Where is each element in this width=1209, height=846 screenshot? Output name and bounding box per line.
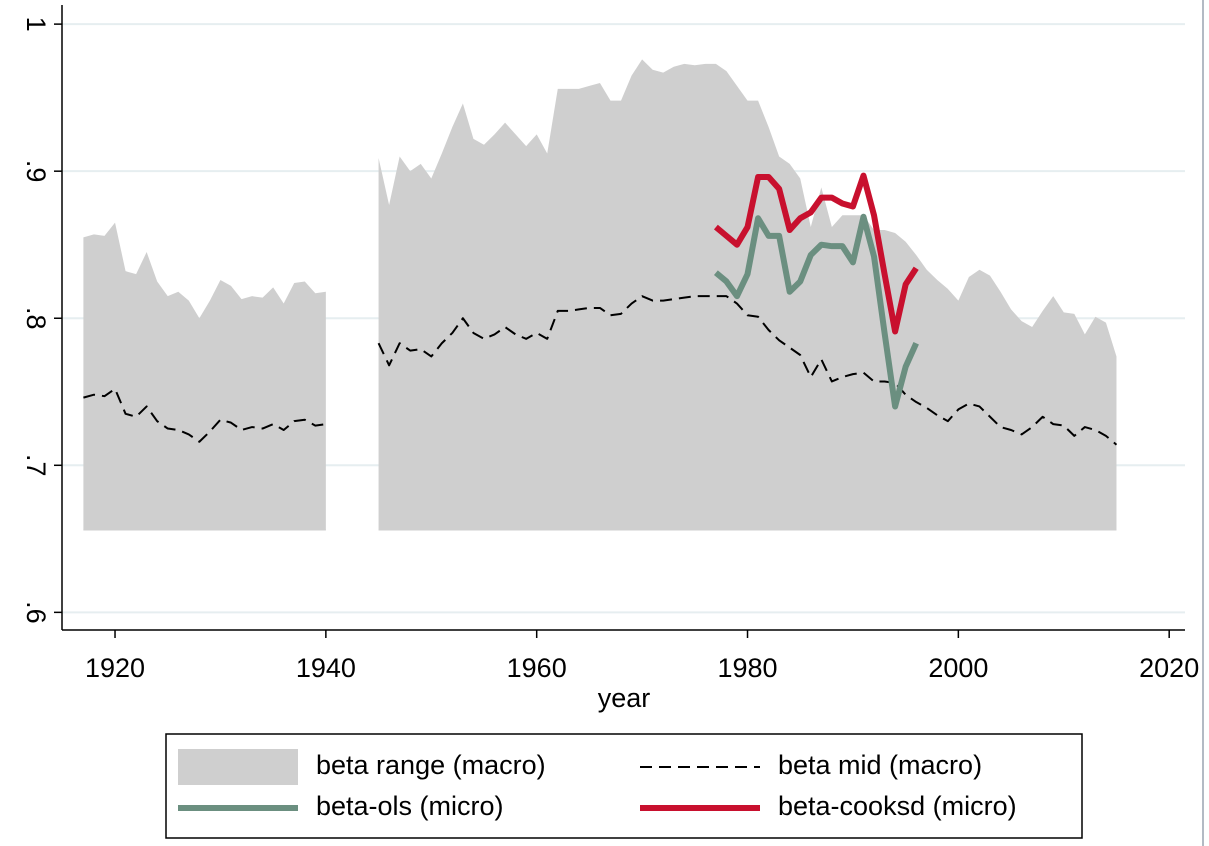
legend-label: beta-ols (micro) [316, 791, 504, 821]
legend-swatch [178, 749, 298, 785]
x-tick-label: 1960 [507, 653, 567, 683]
y-tick-label: .7 [21, 454, 51, 477]
legend-label: beta mid (macro) [778, 750, 982, 780]
x-axis-label: year [598, 683, 651, 713]
x-tick-label: 1940 [296, 653, 356, 683]
x-tick-label: 2000 [928, 653, 988, 683]
legend [165, 733, 1083, 839]
series-line [713, 172, 919, 335]
series-line [713, 213, 919, 410]
series-line [83, 387, 326, 443]
legend-label: beta range (macro) [316, 750, 546, 780]
x-tick-label: 1920 [85, 653, 145, 683]
x-tick-label: 1980 [717, 653, 777, 683]
x-tick-label: 2020 [1139, 653, 1199, 683]
y-tick-label: 1 [21, 17, 51, 32]
y-tick-label: .8 [21, 307, 51, 330]
y-tick-label: .6 [21, 601, 51, 624]
series-line [377, 295, 1118, 446]
range-area [83, 222, 326, 530]
legend-label: beta-cooksd (micro) [778, 791, 1017, 821]
y-tick-label: .9 [21, 160, 51, 183]
